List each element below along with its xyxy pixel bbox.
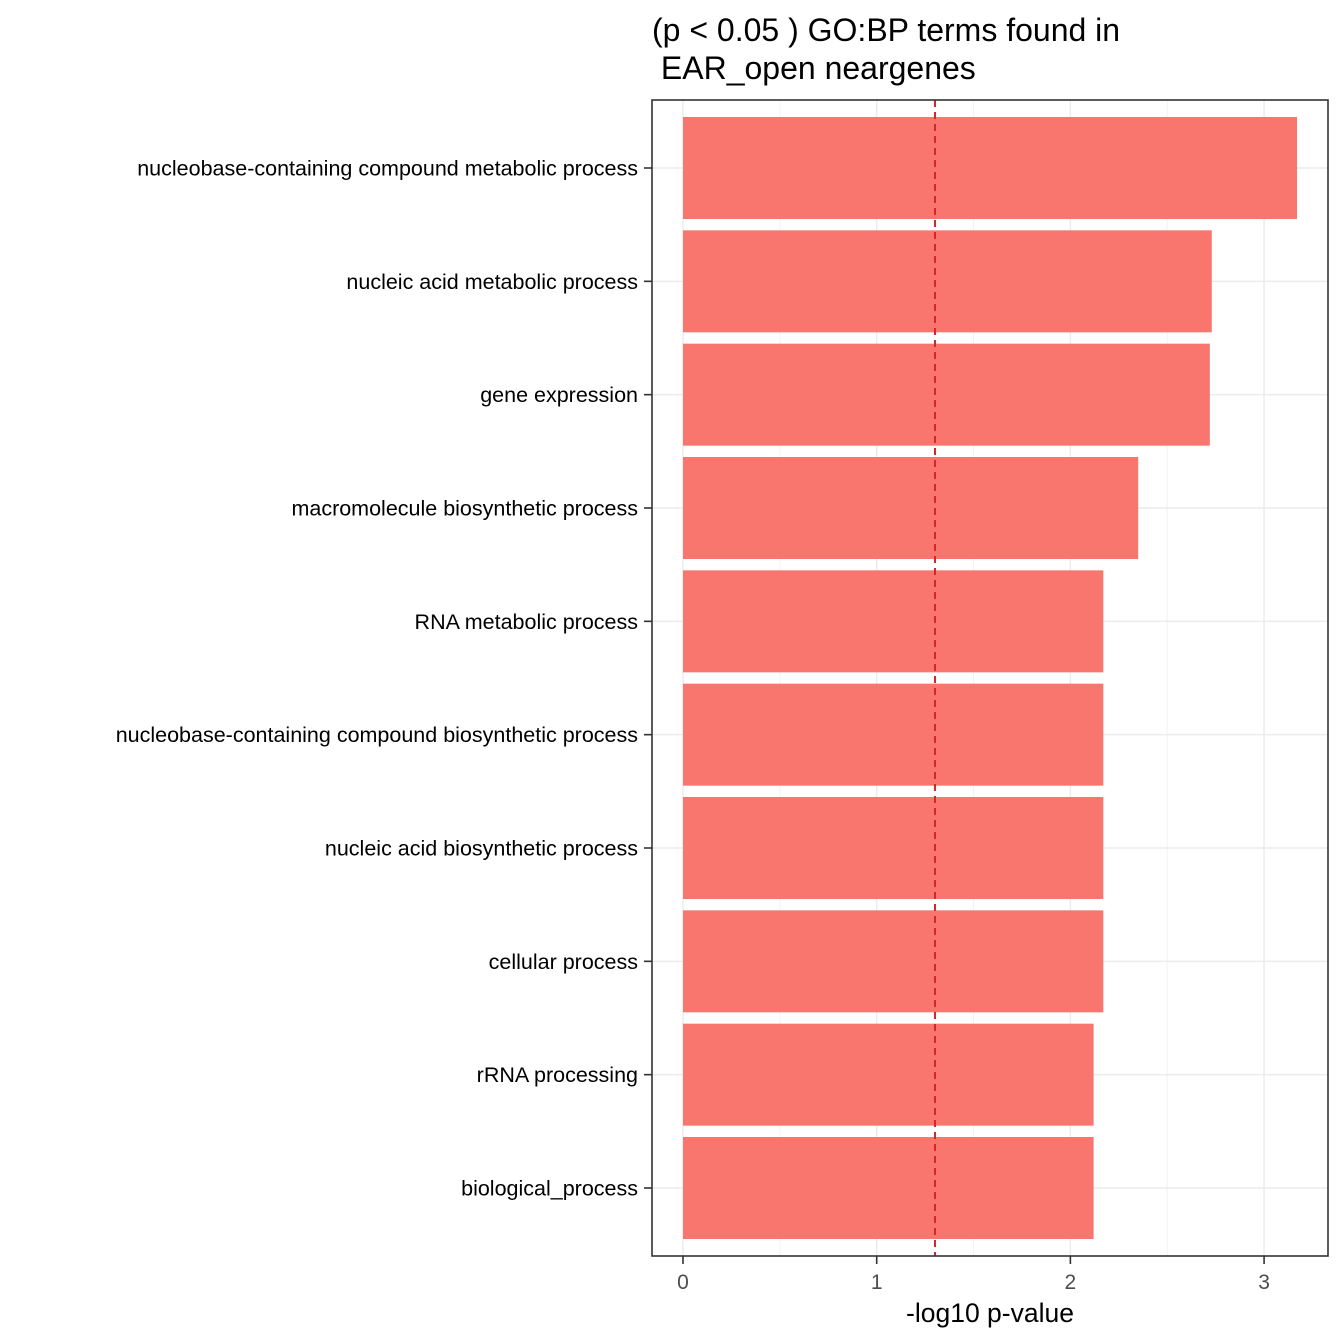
bar-9 xyxy=(682,1137,1094,1239)
category-label-4: RNA metabolic process xyxy=(415,610,638,634)
x-tick-label-2: 2 xyxy=(1065,1271,1077,1294)
category-label-8: rRNA processing xyxy=(477,1063,638,1087)
category-label-6: nucleic acid biosynthetic process xyxy=(325,837,638,861)
plot-panel-border xyxy=(651,99,1329,1257)
value-axis: 0 1 2 3 xyxy=(677,1256,1270,1294)
bars xyxy=(682,117,1298,1239)
category-axis: nucleobase-containing compound metabolic… xyxy=(116,157,652,1201)
x-tick-label-1: 1 xyxy=(871,1271,883,1294)
bar-8 xyxy=(682,1023,1094,1126)
x-tick-label-0: 0 xyxy=(677,1271,689,1294)
category-label-1: nucleic acid metabolic process xyxy=(346,270,638,294)
chart-title: (p < 0.05 ) GO:BP terms found in EAR_ope… xyxy=(652,12,1120,86)
bar-4 xyxy=(682,570,1104,673)
category-label-7: cellular process xyxy=(489,950,638,974)
category-label-3: macromolecule biosynthetic process xyxy=(291,497,638,521)
chart-title-line-2: EAR_open neargenes xyxy=(652,50,976,86)
bar-5 xyxy=(682,683,1104,786)
bar-7 xyxy=(682,910,1104,1013)
chart-title-line-1: (p < 0.05 ) GO:BP terms found in xyxy=(652,12,1120,48)
x-axis-title: -log10 p-value xyxy=(906,1298,1074,1328)
category-label-0: nucleobase-containing compound metabolic… xyxy=(137,157,638,181)
bar-0 xyxy=(682,117,1298,219)
category-label-9: biological_process xyxy=(461,1177,638,1201)
category-label-2: gene expression xyxy=(480,383,638,407)
bar-2 xyxy=(682,343,1210,446)
bar-3 xyxy=(682,457,1139,559)
category-label-5: nucleobase-containing compound biosynthe… xyxy=(116,723,638,747)
bar-1 xyxy=(682,230,1212,333)
x-tick-label-3: 3 xyxy=(1258,1271,1270,1294)
bar-6 xyxy=(682,797,1104,899)
